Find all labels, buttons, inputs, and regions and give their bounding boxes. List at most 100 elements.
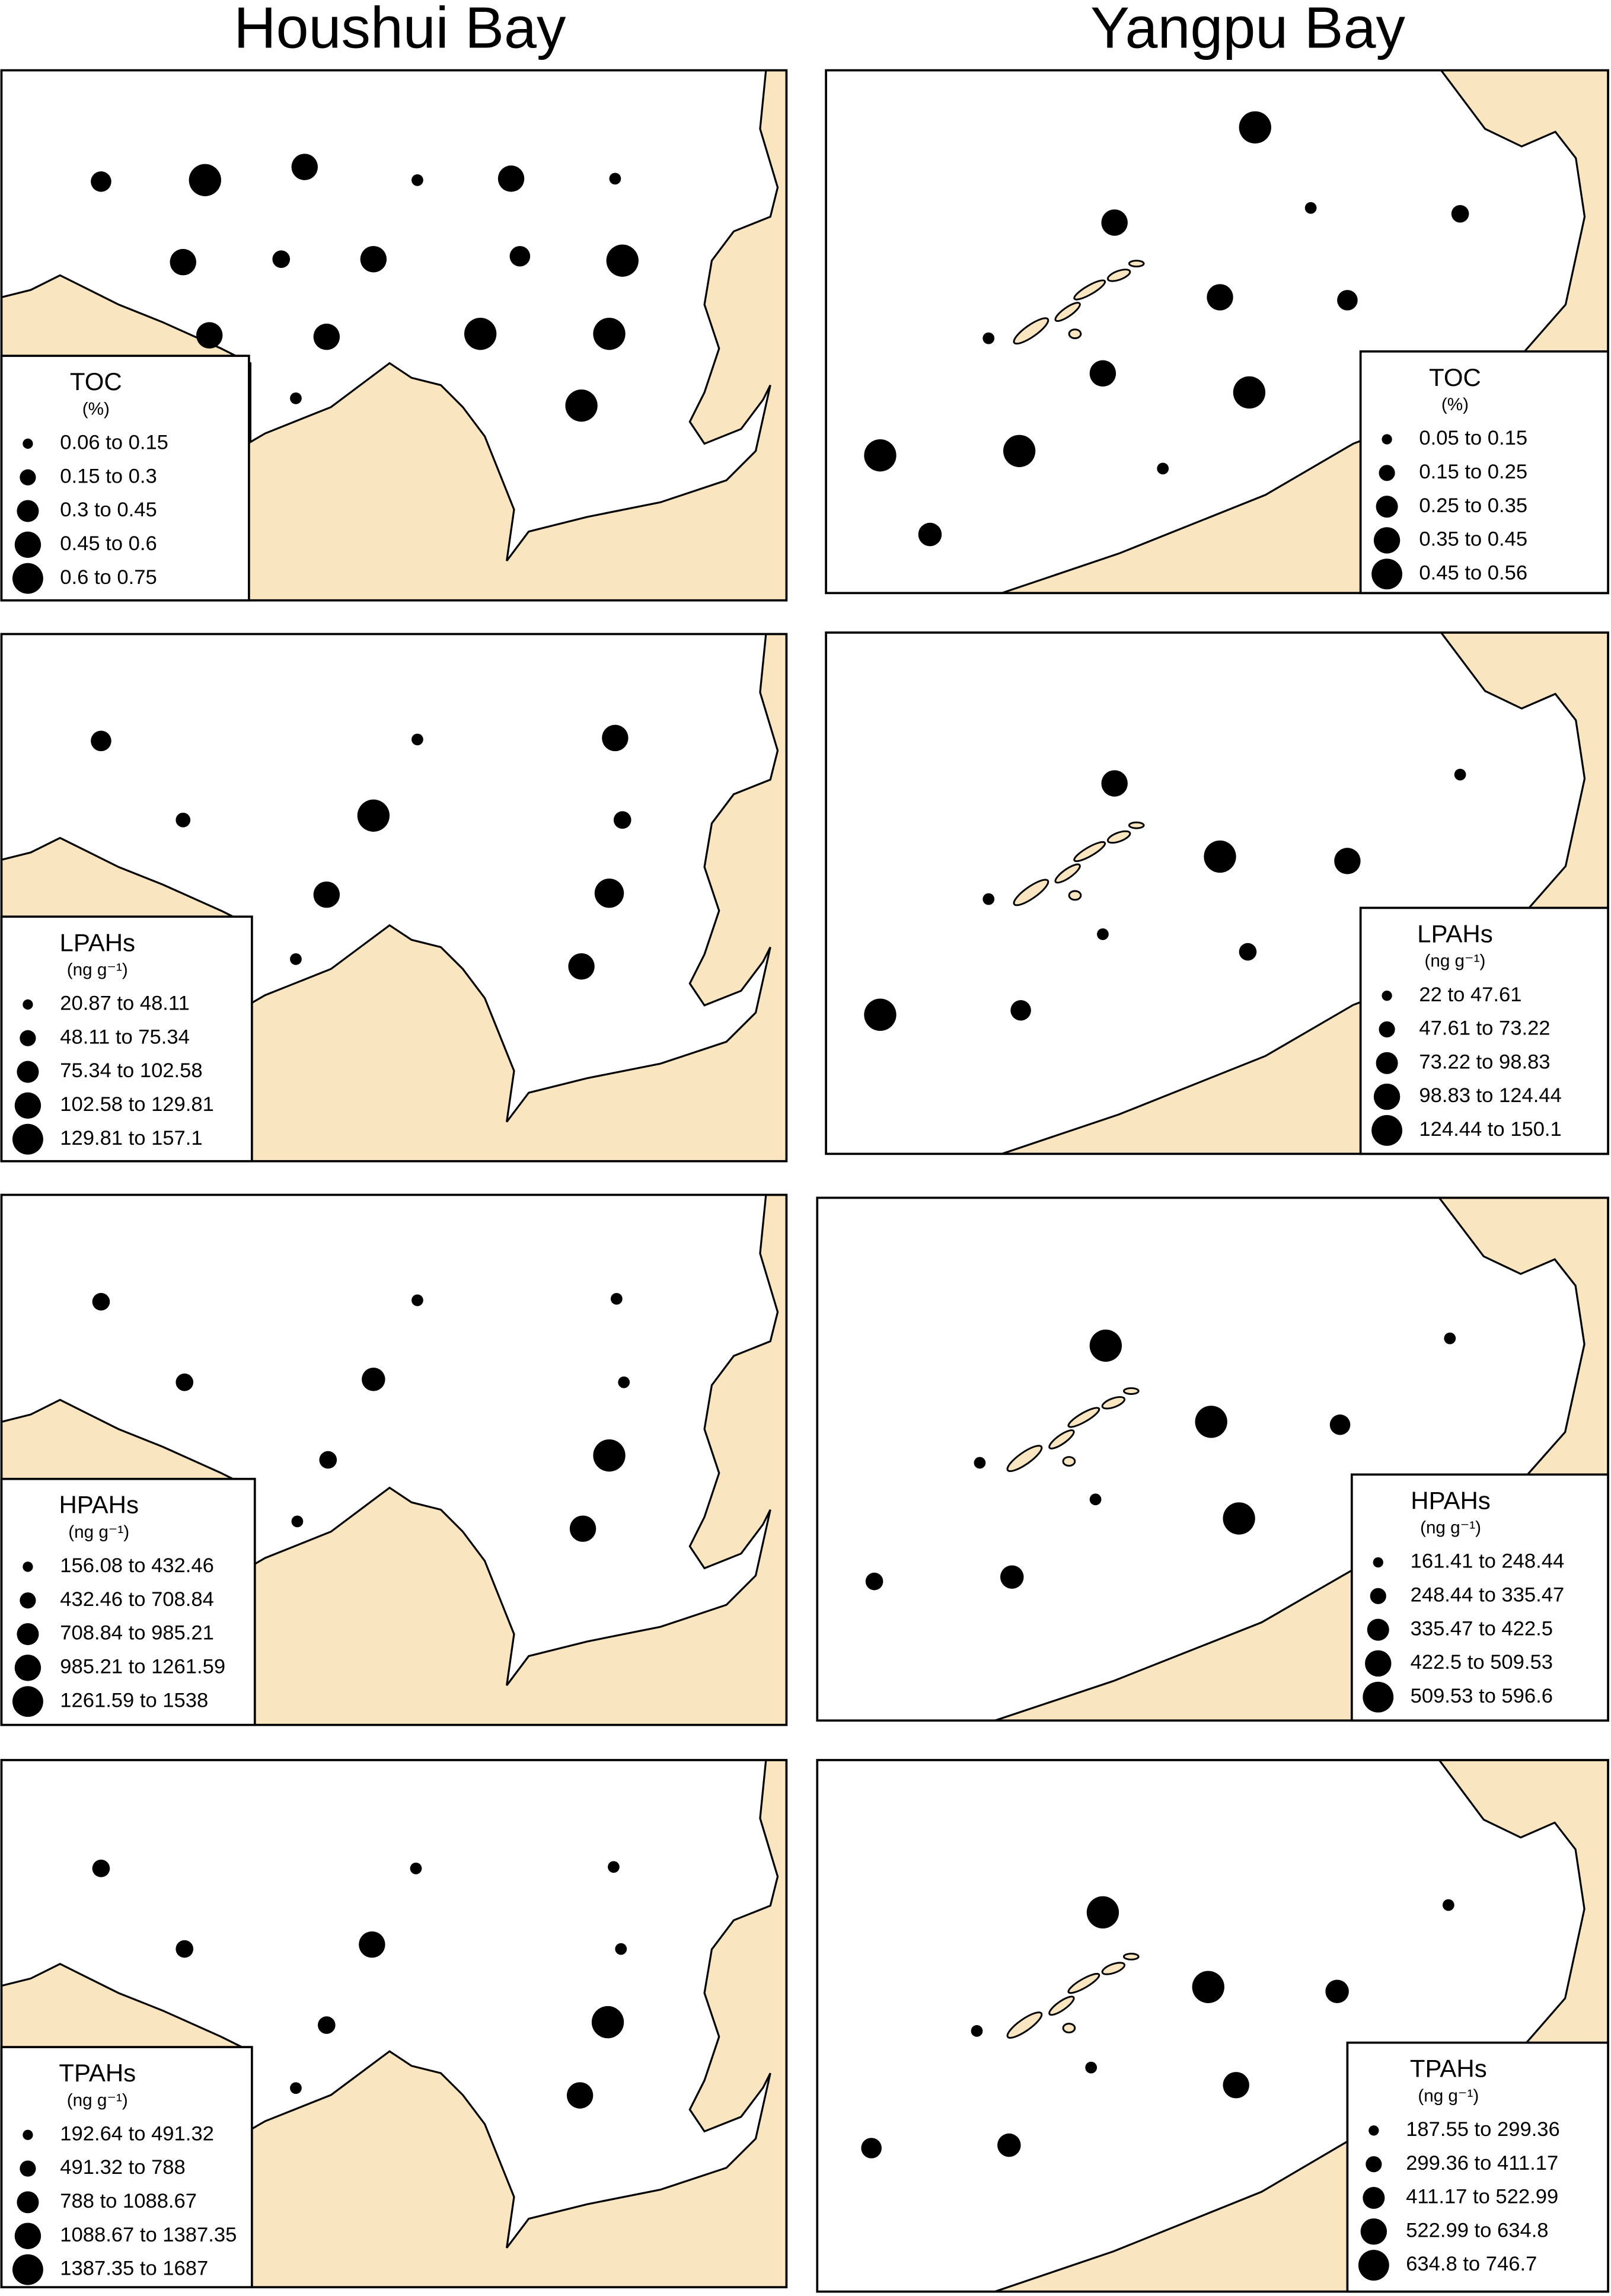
- station-dot: [1329, 1414, 1351, 1435]
- station-dot: [610, 1293, 623, 1305]
- station-dot: [1089, 360, 1116, 387]
- station-dot: [568, 953, 595, 980]
- station-dot: [1223, 2072, 1249, 2099]
- station-dot: [565, 389, 598, 422]
- legend-class: 411.17 to 522.99: [1406, 2186, 1558, 2208]
- island: [1067, 1407, 1100, 1428]
- legend-dot: [23, 1561, 33, 1572]
- station-dot: [317, 2016, 336, 2034]
- legend-class: 124.44 to 150.1: [1419, 1118, 1561, 1141]
- column-title: Yangpu Bay: [1090, 0, 1406, 60]
- legend-class: 788 to 1088.67: [60, 2190, 197, 2212]
- station-dot: [1223, 1502, 1255, 1535]
- legend-class: 161.41 to 248.44: [1411, 1550, 1565, 1573]
- station-dot: [1233, 376, 1266, 409]
- island: [1048, 1995, 1075, 2016]
- land: [246, 634, 787, 1161]
- island: [1073, 279, 1106, 301]
- station-dot: [1003, 435, 1036, 467]
- station-dot: [91, 171, 111, 192]
- legend-class: 73.22 to 98.83: [1419, 1050, 1550, 1073]
- station-dot: [196, 322, 223, 349]
- legend-dot: [17, 1061, 39, 1083]
- station-dot: [1444, 1332, 1456, 1345]
- legend-class: 0.45 to 0.56: [1419, 561, 1527, 584]
- legend-class: 422.5 to 509.53: [1411, 1651, 1553, 1674]
- legend-dot: [23, 438, 33, 449]
- station-dot: [357, 799, 390, 832]
- legend-dot: [14, 1655, 42, 1681]
- station-dot: [1442, 1899, 1454, 1911]
- station-dot: [360, 245, 387, 273]
- station-dot: [1010, 1000, 1031, 1021]
- legend-class: 129.81 to 157.1: [60, 1127, 202, 1149]
- station-dot: [1089, 1329, 1122, 1362]
- island: [1128, 260, 1145, 268]
- station-dot: [189, 164, 221, 196]
- legend-dot: [1382, 990, 1392, 1001]
- station-dot: [290, 392, 302, 404]
- legend-dot: [20, 1030, 36, 1046]
- station-dot: [291, 1515, 304, 1528]
- station-dot: [1334, 848, 1361, 874]
- legend-dot: [14, 1092, 42, 1119]
- station-dot: [566, 2082, 594, 2109]
- legend-dot: [1379, 1021, 1395, 1038]
- station-dot: [272, 250, 291, 269]
- legend-box: [1350, 1473, 1609, 1722]
- legend-class: 509.53 to 596.6: [1411, 1685, 1553, 1707]
- station-dot: [1086, 1896, 1119, 1929]
- station-dot: [411, 1294, 423, 1307]
- panel-frame: [0, 1759, 788, 2289]
- station-dot: [591, 2006, 624, 2039]
- legend-title: LPAHs: [59, 928, 135, 956]
- island: [1054, 863, 1081, 884]
- legend-class: 75.34 to 102.58: [60, 1059, 202, 1082]
- legend-title: TPAHs: [59, 2059, 136, 2087]
- legend-dot: [20, 469, 36, 486]
- station-dot: [319, 1451, 337, 1469]
- panel-frame: [0, 633, 788, 1163]
- legend-dot: [23, 2129, 33, 2140]
- legend-dot: [1373, 1557, 1383, 1568]
- legend-unit: (ng g⁻¹): [67, 2090, 128, 2110]
- legend-dot: [23, 999, 33, 1010]
- legend-dot: [20, 2160, 36, 2177]
- legend-class: 0.06 to 0.15: [60, 432, 168, 454]
- legend-dot: [1373, 1083, 1401, 1110]
- legend-dot: [1382, 434, 1392, 445]
- island: [1013, 317, 1049, 345]
- island: [1054, 302, 1081, 322]
- legend-dot: [20, 1592, 36, 1609]
- legend-class: 0.35 to 0.45: [1419, 528, 1527, 551]
- legend-class: 1261.59 to 1538: [60, 1689, 208, 1711]
- legend-class: 22 to 47.61: [1419, 983, 1521, 1006]
- legend-box: [0, 2046, 253, 2289]
- legend-class: 0.15 to 0.3: [60, 465, 157, 487]
- station-dot: [176, 1940, 194, 1958]
- island: [1128, 821, 1145, 829]
- station-dot: [464, 318, 497, 350]
- station-dot: [176, 812, 191, 828]
- legend-class: 48.11 to 75.34: [60, 1026, 190, 1048]
- legend-dot: [14, 531, 42, 558]
- panel-frame: [825, 631, 1609, 1155]
- station-dot: [1000, 1565, 1024, 1589]
- legend-class: 1387.35 to 1687: [60, 2257, 208, 2280]
- station-dot: [593, 1439, 626, 1472]
- station-dot: [1207, 284, 1233, 311]
- legend-title: TPAHs: [1410, 2055, 1487, 2083]
- panel-frame: [816, 1759, 1609, 2293]
- station-dot: [92, 1293, 110, 1311]
- legend-class: 432.46 to 708.84: [60, 1588, 214, 1611]
- station-dot: [411, 733, 423, 746]
- legend-dot: [1358, 2250, 1389, 2281]
- legend-dot: [1376, 1052, 1398, 1074]
- station-dot: [609, 173, 621, 185]
- legend-box: [1359, 906, 1609, 1155]
- legend-dot: [1379, 465, 1395, 481]
- station-dot: [594, 879, 624, 908]
- station-dot: [608, 1861, 620, 1873]
